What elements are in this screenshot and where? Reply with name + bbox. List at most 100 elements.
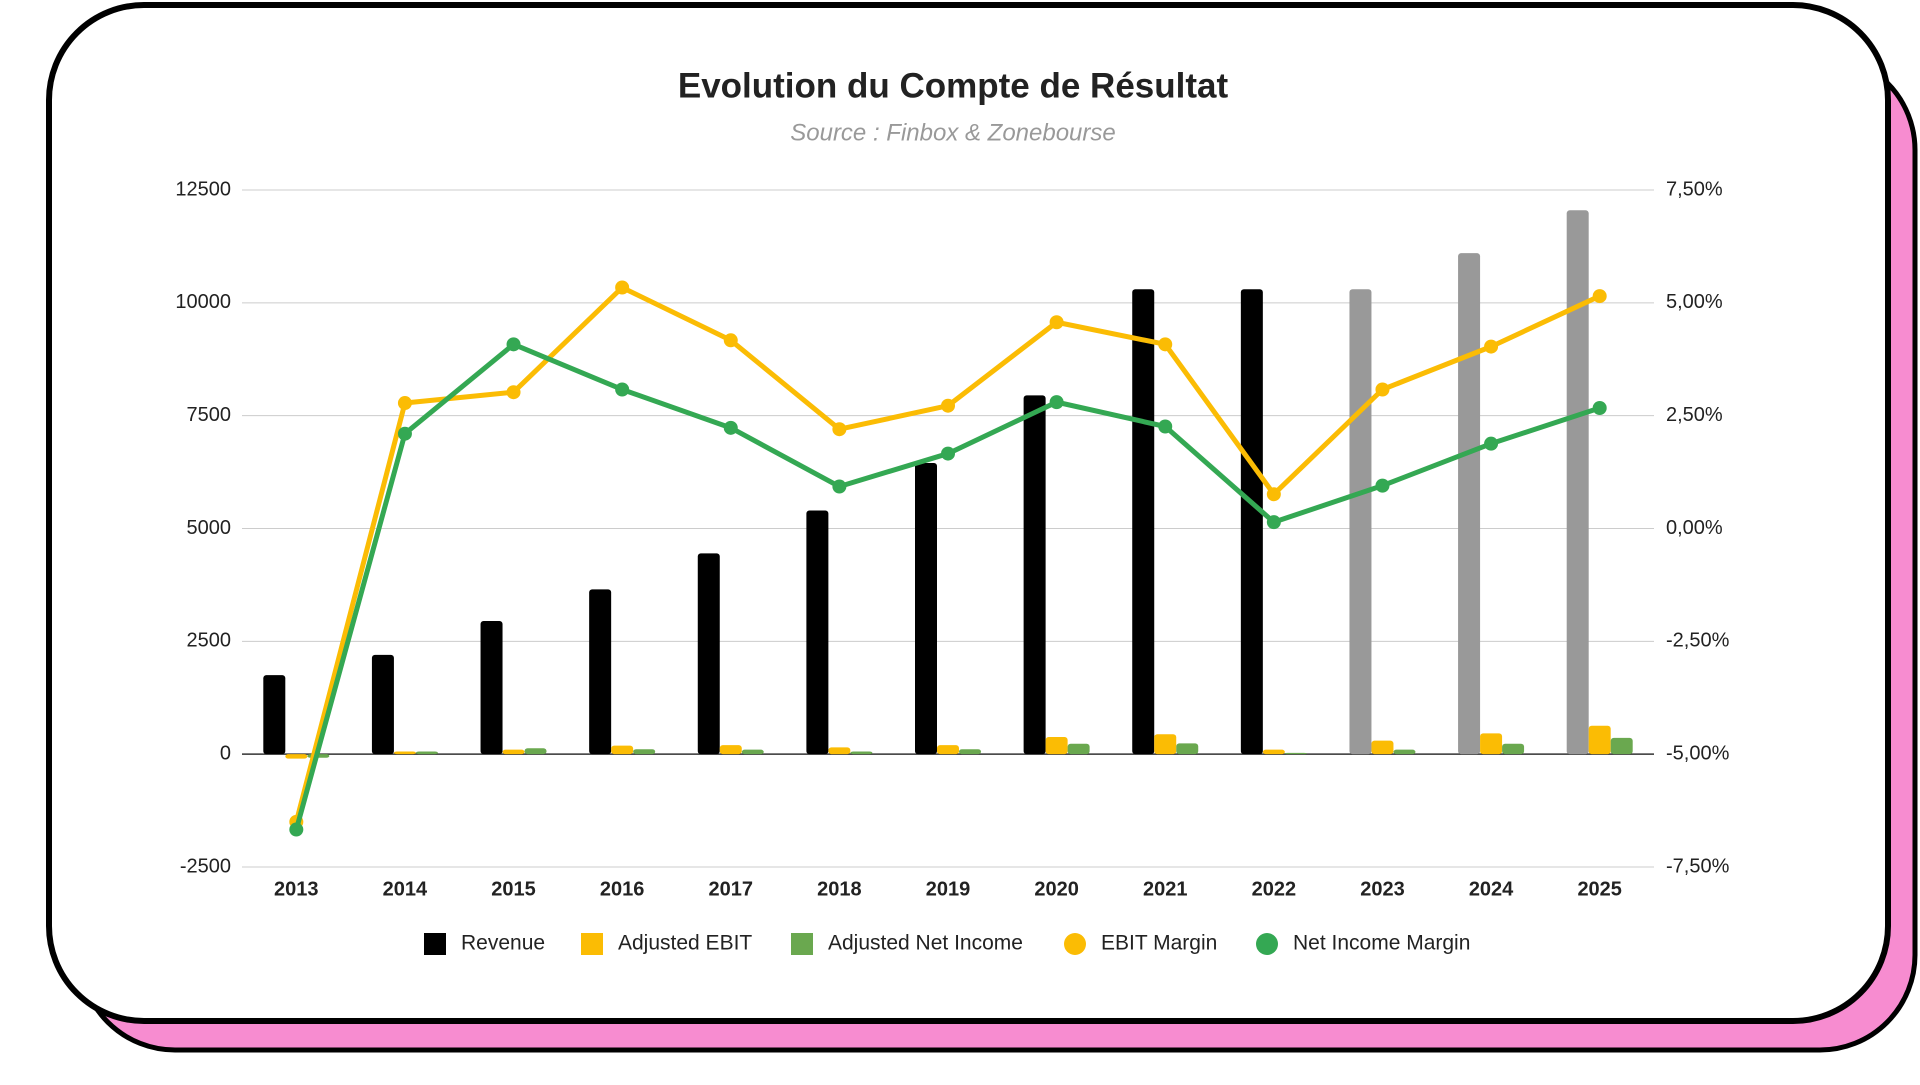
bar: [263, 675, 286, 755]
bar: [611, 745, 634, 755]
bar: [1132, 289, 1155, 755]
legend-marker: [424, 933, 446, 955]
line-point: [1266, 487, 1281, 502]
bar: [1393, 749, 1416, 755]
legend-marker: [581, 933, 603, 955]
legend-label: EBIT Margin: [1101, 932, 1217, 955]
bar: [1154, 734, 1177, 755]
bar: [1502, 743, 1525, 755]
bar: [1480, 733, 1503, 755]
legend-label: Net Income Margin: [1293, 932, 1470, 955]
line-point: [397, 396, 412, 411]
y-tick-label: 5000: [187, 517, 232, 539]
line-point: [941, 446, 955, 461]
line-point: [1484, 339, 1499, 354]
x-tick-label: 2017: [709, 878, 754, 900]
chart-title: Evolution du Compte de Résultat: [678, 66, 1229, 105]
bar: [828, 747, 851, 755]
bar: [1349, 289, 1372, 755]
x-tick-label: 2023: [1360, 878, 1405, 900]
bar: [371, 654, 394, 755]
bar: [1045, 737, 1068, 755]
chart-subtitle: Source : Finbox & Zonebourse: [790, 119, 1116, 146]
line-point: [506, 385, 521, 400]
line-point: [615, 382, 630, 397]
line-point: [615, 280, 630, 295]
line-point: [832, 422, 847, 437]
bar: [1023, 395, 1046, 755]
line-point: [723, 333, 738, 348]
bar: [1588, 725, 1611, 755]
y2-tick-label: -2,50%: [1666, 630, 1730, 652]
bar: [524, 748, 547, 755]
line-point: [1592, 289, 1607, 304]
bar: [589, 589, 612, 755]
line-point: [1266, 515, 1281, 530]
y2-tick-label: -5,00%: [1666, 742, 1730, 764]
y-tick-label: 7500: [187, 404, 232, 426]
x-tick-label: 2013: [274, 878, 319, 900]
y-tick-label: 2500: [187, 630, 232, 652]
legend-marker: [791, 933, 813, 955]
x-tick-label: 2020: [1034, 878, 1079, 900]
line-point: [1375, 478, 1390, 493]
bar: [1566, 210, 1589, 755]
bar: [1458, 253, 1481, 755]
bar: [1176, 743, 1199, 755]
y2-tick-label: 5,00%: [1666, 291, 1723, 313]
line-point: [289, 822, 304, 837]
x-tick-label: 2015: [491, 878, 536, 900]
y-tick-label: 0: [220, 742, 231, 764]
bar: [1371, 740, 1394, 755]
line-point: [1049, 395, 1064, 410]
bar: [1610, 737, 1633, 755]
x-tick-label: 2025: [1577, 878, 1622, 900]
line-point: [397, 426, 412, 441]
bar: [1262, 749, 1285, 755]
x-tick-label: 2024: [1469, 878, 1514, 900]
line-point: [941, 398, 955, 413]
y-tick-label: 12500: [175, 178, 231, 200]
x-tick-label: 2019: [926, 878, 971, 900]
y2-tick-label: 2,50%: [1666, 404, 1723, 426]
y2-tick-label: -7,50%: [1666, 855, 1730, 877]
line-point: [1484, 436, 1499, 451]
line-point: [1158, 337, 1173, 352]
line-point: [506, 337, 521, 352]
x-tick-label: 2018: [817, 878, 862, 900]
bar: [741, 749, 764, 755]
line-point: [1158, 419, 1173, 434]
bar: [1284, 752, 1307, 755]
line-point: [1049, 315, 1064, 330]
bar: [806, 510, 829, 755]
bar: [719, 745, 742, 755]
y2-tick-label: 7,50%: [1666, 178, 1723, 200]
y-tick-label: -2500: [180, 855, 231, 877]
legend-label: Revenue: [461, 932, 545, 955]
bar: [1240, 289, 1263, 755]
card: [46, 2, 1891, 1024]
bar: [915, 463, 937, 755]
legend-label: Adjusted Net Income: [828, 932, 1023, 955]
line-point: [832, 479, 847, 494]
x-tick-label: 2014: [383, 878, 428, 900]
line-point: [1375, 382, 1390, 397]
bar: [633, 749, 656, 755]
legend-marker: [1256, 933, 1278, 955]
bar: [502, 749, 525, 755]
bar: [1067, 743, 1090, 755]
legend-label: Adjusted EBIT: [618, 932, 752, 955]
bar: [937, 745, 959, 755]
bar: [959, 749, 981, 755]
line-point: [723, 420, 738, 435]
x-tick-label: 2021: [1143, 878, 1188, 900]
y2-tick-label: 0,00%: [1666, 517, 1723, 539]
bar: [393, 751, 416, 755]
legend-marker: [1064, 933, 1086, 955]
bar: [480, 621, 503, 755]
x-tick-label: 2022: [1252, 878, 1297, 900]
bar: [285, 754, 308, 759]
bar: [850, 751, 873, 755]
bar: [415, 751, 438, 755]
